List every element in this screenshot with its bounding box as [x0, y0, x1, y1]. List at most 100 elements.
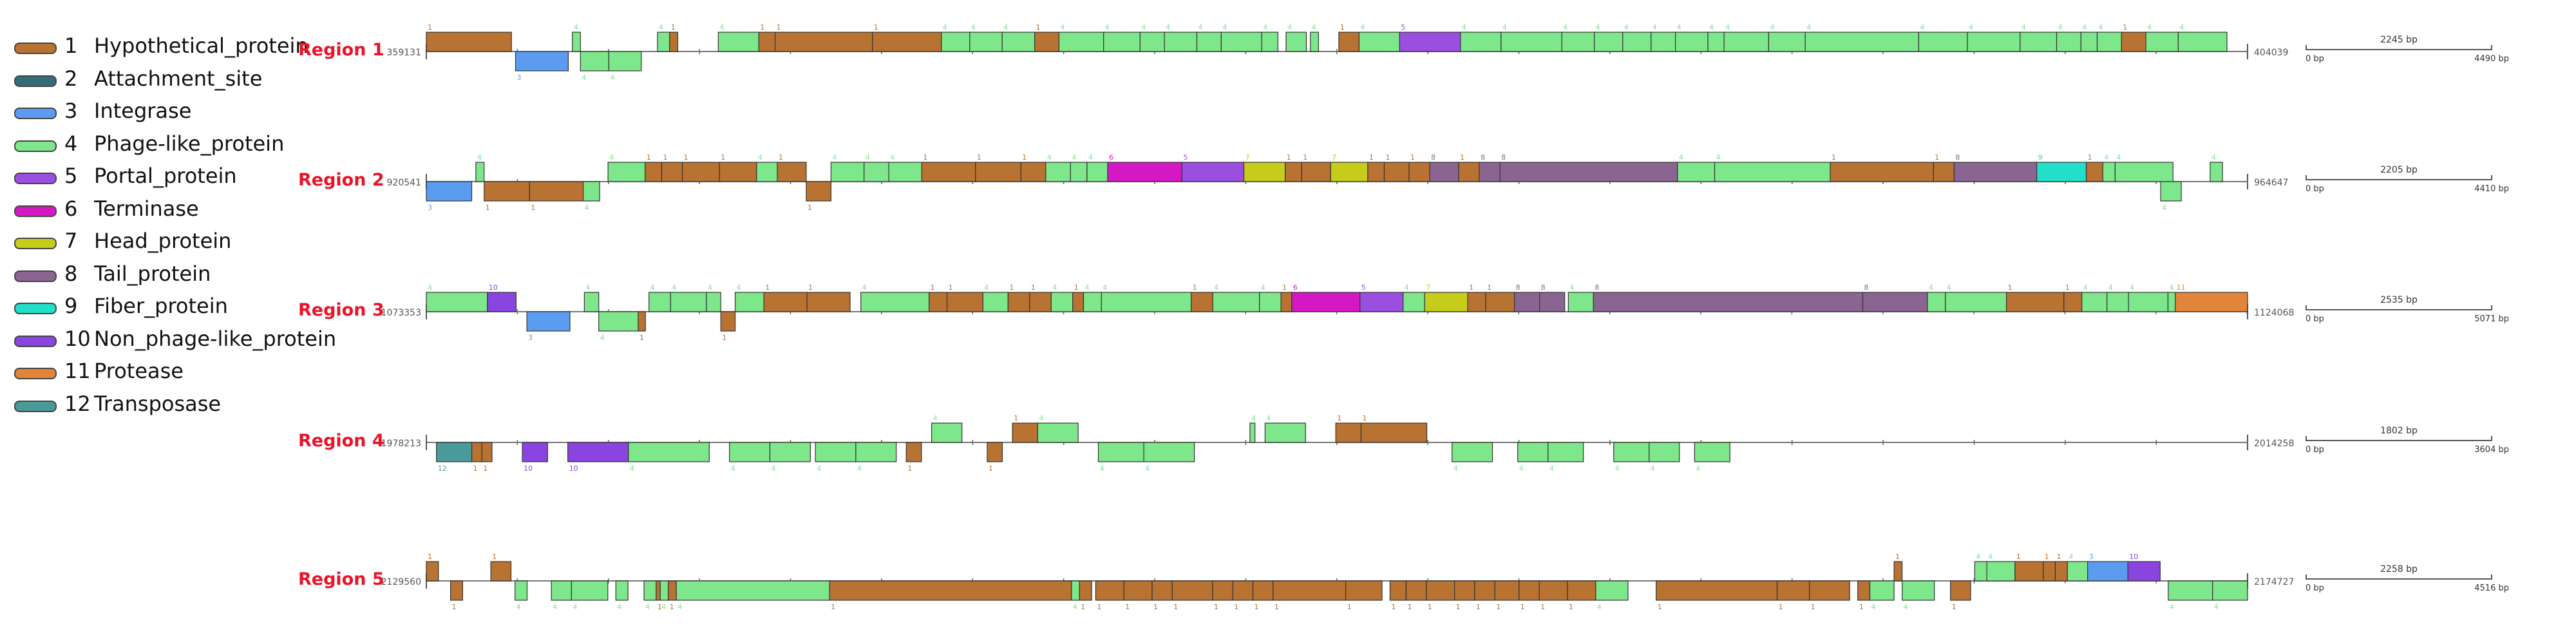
gene-block — [668, 580, 677, 601]
gene-block — [659, 580, 669, 601]
gene-block — [580, 51, 609, 71]
legend-label: Hypothetical_protein — [94, 33, 308, 58]
legend-item: 9 Fiber_protein — [14, 294, 310, 322]
scale-bar: 1802 bp 0 bp 3604 bp — [2306, 426, 2509, 455]
gene-block — [2160, 181, 2182, 202]
gene-category-label: 1 — [1363, 414, 1367, 422]
gene-block — [1426, 580, 1455, 601]
gene-block — [426, 181, 473, 202]
gene-category-label: 4 — [862, 283, 867, 292]
region-end-coordinate: 964647 — [2254, 178, 2289, 188]
gene-category-label: 8 — [1481, 153, 1485, 162]
gene-block — [1212, 580, 1233, 601]
gene-category-label: 4 — [2130, 283, 2134, 292]
gene-block — [1107, 162, 1183, 182]
gene-category-label: 1 — [989, 464, 993, 473]
gene-category-label: 1 — [808, 204, 812, 212]
gene-block — [1151, 580, 1173, 601]
legend-number: 10 — [64, 326, 91, 351]
legend-label: Portal_protein — [94, 164, 237, 188]
scale-bar-max: 4410 bp — [2474, 184, 2509, 194]
gene-category-label: 4 — [617, 603, 621, 611]
gene-block — [1656, 580, 1778, 601]
gene-category-label: 1 — [1173, 603, 1178, 611]
gene-block — [1399, 32, 1461, 52]
gene-block — [888, 162, 922, 182]
gene-category-label: 1 — [907, 464, 912, 473]
gene-block — [1383, 162, 1410, 182]
gene-category-label: 4 — [1904, 603, 1908, 611]
region-start-coordinate: 2129560 — [381, 577, 421, 587]
gene-block — [676, 580, 830, 601]
legend-swatch — [14, 368, 57, 379]
gene-block — [756, 162, 778, 182]
gene-category-label: 4 — [1266, 414, 1271, 422]
gene-block — [1243, 162, 1286, 182]
scale-bar-zero: 0 bp — [2306, 184, 2324, 194]
gene-category-label: 4 — [2162, 204, 2166, 212]
gene-block — [2063, 292, 2083, 312]
scale-bar-max: 5071 bp — [2474, 314, 2509, 324]
gene-block — [2054, 561, 2068, 582]
gene-block — [1330, 162, 1368, 182]
gene-block — [669, 32, 679, 52]
gene-block — [1259, 292, 1282, 312]
region-title: Region 5 — [298, 569, 384, 589]
gene-block — [1338, 32, 1359, 52]
gene-category-label: 1 — [1081, 603, 1085, 611]
gene-category-label: 1 — [1009, 283, 1014, 292]
gene-block — [2114, 162, 2174, 182]
gene-category-label: 4 — [2058, 23, 2063, 32]
gene-category-label: 1 — [765, 283, 770, 292]
gene-block — [450, 580, 463, 601]
gene-category-label: 4 — [719, 23, 724, 32]
gene-category-label: 1 — [658, 603, 662, 611]
gene-category-label: 4 — [1454, 464, 1458, 473]
gene-category-label: 4 — [1696, 464, 1700, 473]
gene-category-label: 1 — [808, 283, 813, 292]
gene-block — [2127, 561, 2161, 582]
gene-category-label: 4 — [650, 283, 655, 292]
gene-block — [1367, 162, 1385, 182]
gene-category-label: 1 — [663, 153, 668, 162]
scale-bar-max: 4490 bp — [2474, 54, 2509, 64]
gene-block — [1212, 292, 1260, 312]
scale-bar-label: 2205 bp — [2380, 165, 2418, 175]
gene-block — [1622, 32, 1652, 52]
gene-category-label: 1 — [1369, 153, 1374, 162]
gene-category-label: 1 — [1031, 283, 1036, 292]
gene-category-label: 4 — [2214, 603, 2219, 611]
gene-category-label: 8 — [1431, 153, 1435, 162]
gene-category-label: 7 — [1426, 283, 1430, 292]
scale-bar-line — [2306, 578, 2492, 580]
gene-category-label: 10 — [489, 283, 498, 292]
gene-category-label: 4 — [1569, 283, 1574, 292]
gene-category-label: 4 — [428, 283, 432, 292]
gene-category-label: 4 — [574, 23, 578, 32]
gene-category-label: 4 — [1039, 414, 1043, 422]
gene-block — [583, 292, 600, 312]
gene-category-label: 1 — [1952, 603, 1956, 611]
gene-category-label: 8 — [1516, 283, 1520, 292]
gene-category-label: 1 — [1014, 414, 1018, 422]
scale-bar-tick — [2306, 574, 2307, 580]
gene-block — [1902, 580, 1935, 601]
gene-category-label: 4 — [2083, 283, 2088, 292]
gene-block — [864, 162, 889, 182]
gene-block — [829, 580, 1072, 601]
gene-category-label: 1 — [2123, 23, 2127, 32]
gene-category-label: 10 — [524, 464, 533, 473]
gene-category-label: 1 — [1125, 603, 1130, 611]
gene-block — [1893, 561, 1903, 582]
scale-bar-label: 2245 bp — [2380, 35, 2418, 45]
gene-block — [1264, 422, 1306, 443]
gene-category-label: 4 — [1145, 464, 1150, 473]
scale-bar: 2258 bp 0 bp 4516 bp — [2306, 564, 2509, 593]
gene-block — [1020, 162, 1046, 182]
gene-block — [1945, 292, 2007, 312]
gene-block — [426, 561, 439, 582]
gene-category-label: 1 — [1022, 153, 1027, 162]
gene-block — [1548, 442, 1584, 462]
gene-category-label: 4 — [890, 153, 895, 162]
gene-block — [643, 580, 657, 601]
